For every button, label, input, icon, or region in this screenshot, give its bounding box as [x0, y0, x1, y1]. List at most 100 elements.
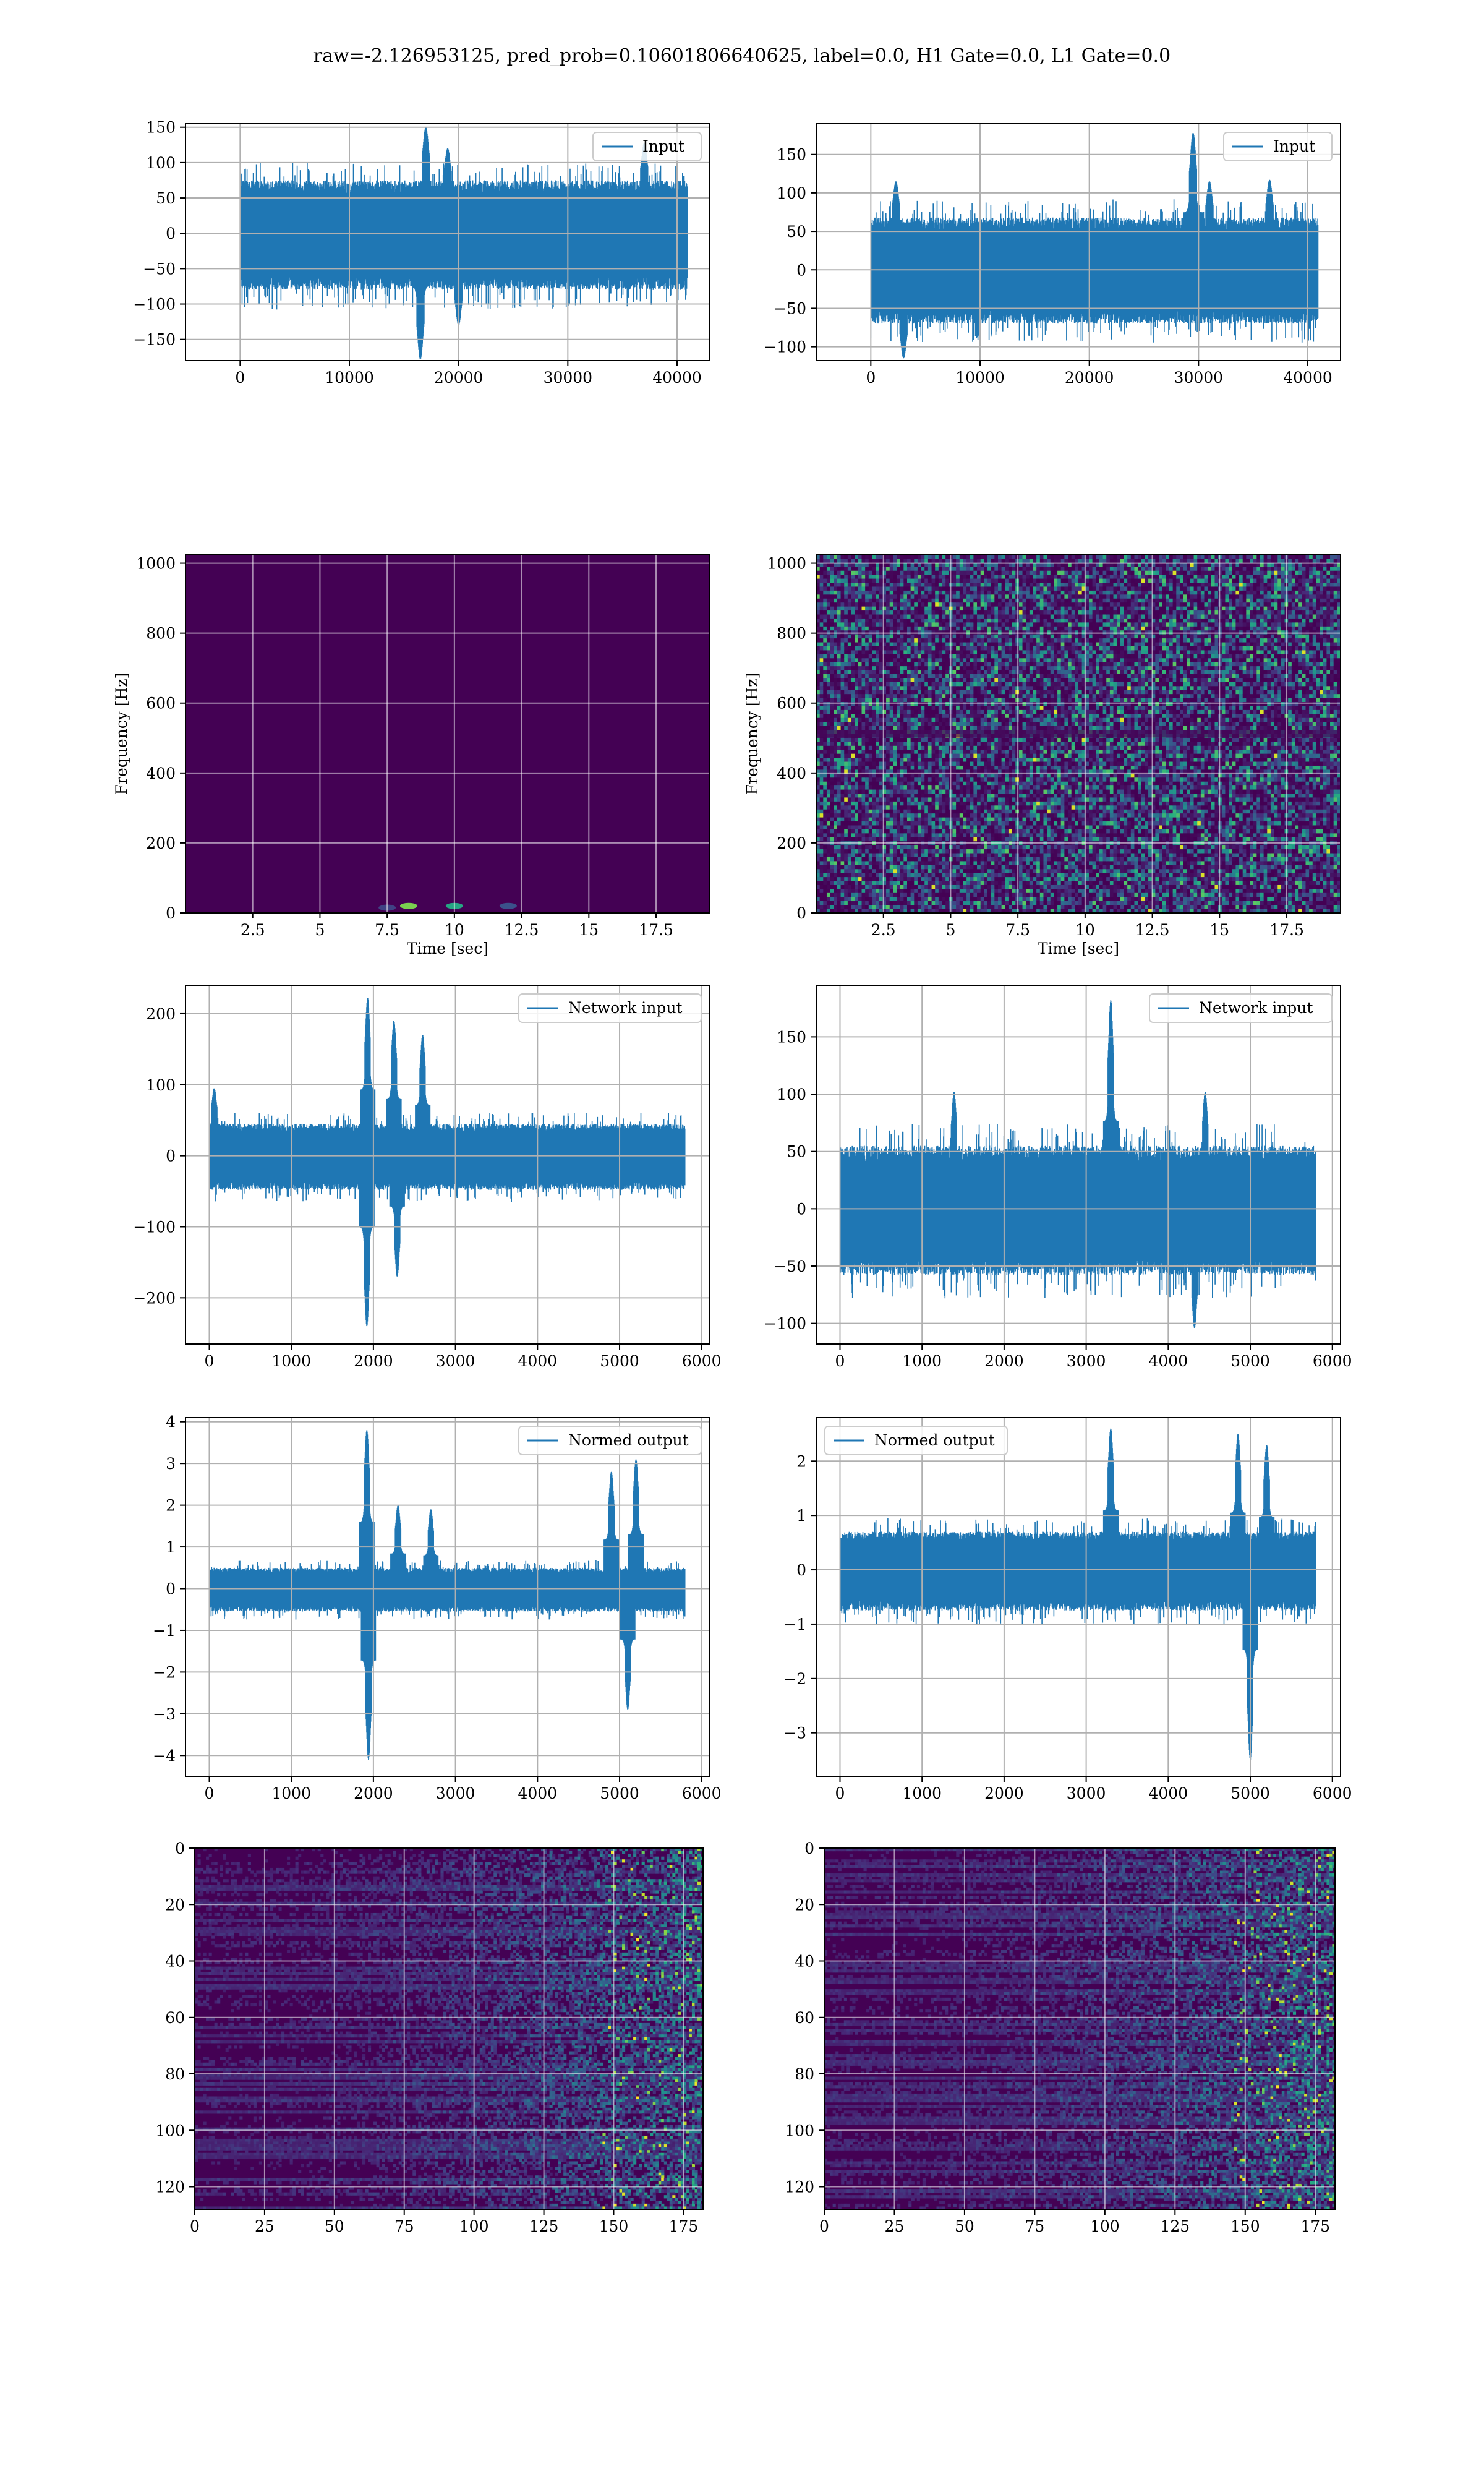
heatmap-cell	[886, 610, 890, 615]
tick-label-y: 150	[777, 146, 806, 164]
heatmap-cell	[858, 658, 862, 662]
heatmap-cell	[851, 567, 855, 571]
heatmap-cell	[886, 686, 890, 690]
heatmap-cell	[903, 654, 907, 659]
heatmap-cell	[900, 805, 904, 810]
heatmap-cell	[903, 833, 907, 837]
heatmap-cell	[903, 658, 907, 662]
heatmap-cell	[851, 646, 855, 651]
heatmap-cell	[907, 599, 911, 603]
heatmap-cell	[897, 805, 900, 810]
heatmap-cell	[900, 849, 904, 854]
heatmap-cell	[834, 818, 837, 822]
heatmap-cell	[879, 905, 883, 909]
heatmap-cell	[865, 654, 869, 659]
heatmap-cell	[869, 818, 872, 822]
heatmap-cell	[903, 726, 907, 730]
heatmap-cell	[844, 666, 848, 670]
heatmap-cell	[851, 790, 855, 794]
heatmap-cell	[848, 662, 851, 667]
heatmap-cell	[830, 754, 834, 758]
heatmap-cell	[869, 674, 872, 678]
heatmap-cell	[897, 674, 900, 678]
heatmap-cell	[879, 766, 883, 770]
heatmap-cell	[897, 758, 900, 762]
heatmap-cell	[841, 762, 845, 766]
heatmap-cell	[869, 810, 872, 814]
heatmap-cell	[848, 583, 851, 587]
heatmap-cell	[858, 726, 862, 730]
heatmap-cell	[848, 774, 851, 778]
heatmap-cell	[876, 854, 879, 858]
heatmap-cell	[903, 559, 907, 563]
heatmap-cell	[844, 774, 848, 778]
heatmap-cell	[855, 885, 858, 889]
heatmap-cell	[834, 607, 837, 611]
heatmap-cell	[837, 706, 841, 710]
heatmap-cell	[855, 750, 858, 754]
heatmap-cell	[876, 666, 879, 670]
heatmap-cell	[897, 670, 900, 675]
heatmap-cell	[820, 571, 824, 575]
heatmap-cell	[830, 698, 834, 703]
heatmap-cell	[837, 774, 841, 778]
heatmap-cell	[823, 833, 827, 837]
heatmap-cell	[872, 575, 876, 579]
heatmap-cell	[855, 762, 858, 766]
heatmap-cell	[886, 726, 890, 730]
heatmap-cell	[844, 555, 848, 559]
heatmap-cell	[893, 905, 897, 909]
heatmap-cell	[897, 602, 900, 607]
heatmap-cell	[869, 610, 872, 615]
heatmap-cell	[861, 610, 865, 615]
heatmap-cell	[903, 750, 907, 754]
heatmap-cell	[861, 555, 865, 559]
heatmap-cell	[886, 579, 890, 583]
heatmap-cell	[837, 849, 841, 854]
heatmap-cell	[823, 635, 827, 639]
heatmap-cell	[844, 905, 848, 909]
heatmap-cell	[893, 670, 897, 675]
heatmap-cell	[872, 857, 876, 862]
heatmap-cell	[827, 885, 830, 889]
heatmap-cell	[869, 718, 872, 722]
heatmap-cell	[890, 643, 893, 647]
heatmap-cell	[890, 726, 893, 730]
heatmap-cell	[834, 790, 837, 794]
heatmap-cell	[893, 849, 897, 854]
heatmap-cell	[820, 869, 824, 873]
heatmap-cell	[865, 845, 869, 850]
heatmap-cell	[869, 869, 872, 873]
heatmap-cell	[872, 555, 876, 559]
heatmap-cell	[893, 583, 897, 587]
heatmap-cell	[820, 746, 824, 750]
heatmap-cell	[872, 901, 876, 905]
heatmap-cell	[893, 865, 897, 870]
heatmap-cell	[855, 583, 858, 587]
heatmap-cell	[876, 742, 879, 746]
heatmap-cell	[869, 754, 872, 758]
heatmap-cell	[830, 805, 834, 810]
heatmap-cell	[823, 849, 827, 854]
heatmap-cell	[841, 766, 845, 770]
heatmap-cell	[893, 635, 897, 639]
heatmap-cell	[851, 821, 855, 826]
heatmap-cell	[830, 706, 834, 710]
heatmap-cell	[876, 722, 879, 726]
heatmap-cell	[820, 813, 824, 818]
heatmap-cell	[841, 857, 845, 862]
heatmap-cell	[834, 885, 837, 889]
heatmap-cell	[897, 610, 900, 615]
heatmap-cell	[827, 813, 830, 818]
heatmap-cell	[872, 579, 876, 583]
heatmap-cell	[855, 802, 858, 806]
heatmap-cell	[834, 794, 837, 798]
heatmap-cell	[848, 567, 851, 571]
heatmap-cell	[865, 622, 869, 627]
heatmap-cell	[903, 643, 907, 647]
heatmap-cell	[844, 615, 848, 619]
heatmap-cell	[900, 594, 904, 599]
heatmap-cell	[886, 571, 890, 575]
heatmap-cell	[844, 662, 848, 667]
heatmap-cell	[869, 682, 872, 687]
